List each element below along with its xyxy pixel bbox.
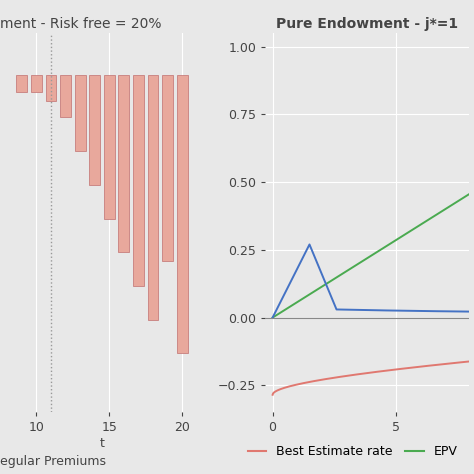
Text: ment - Risk free = 20%: ment - Risk free = 20% — [0, 17, 162, 31]
Bar — [89, 75, 100, 185]
Bar — [60, 75, 71, 118]
Bar — [31, 75, 42, 92]
Title: Pure Endowment - j*=1: Pure Endowment - j*=1 — [276, 17, 458, 31]
Text: egular Premiums: egular Premiums — [0, 455, 106, 467]
Bar — [104, 75, 115, 219]
Bar — [46, 75, 56, 100]
Bar — [118, 75, 129, 252]
Bar — [177, 75, 188, 354]
Bar — [147, 75, 158, 319]
Bar — [133, 75, 144, 286]
Bar — [75, 75, 86, 151]
Bar — [162, 75, 173, 261]
X-axis label: t: t — [100, 437, 104, 450]
Legend: Best Estimate rate, EPV: Best Estimate rate, EPV — [243, 440, 463, 463]
Bar — [17, 75, 27, 92]
